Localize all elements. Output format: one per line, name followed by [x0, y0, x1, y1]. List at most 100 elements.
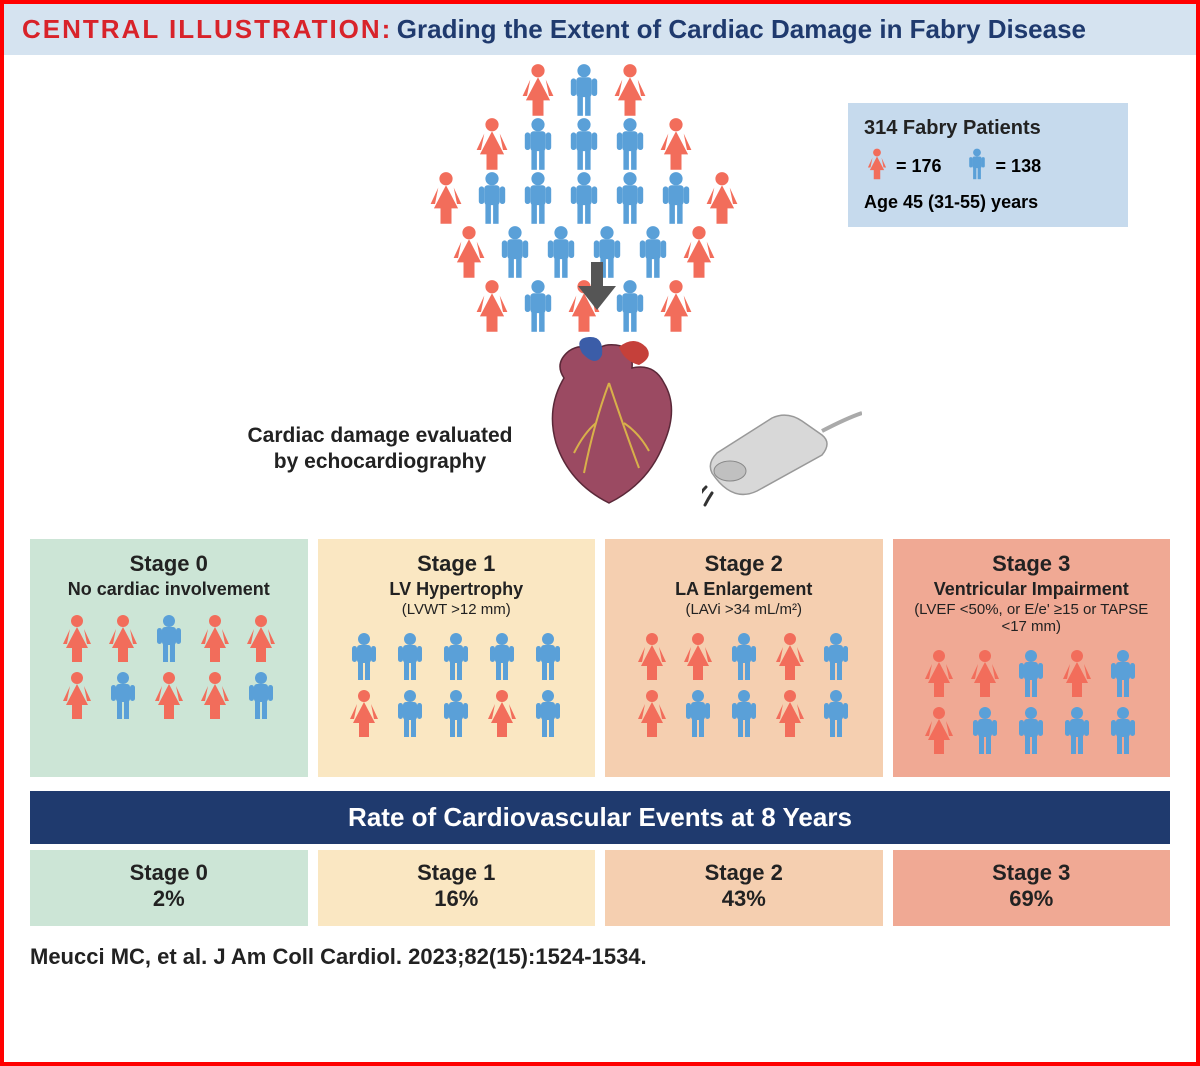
rate-percent: 69%	[893, 886, 1171, 912]
female-icon	[654, 117, 698, 177]
male-icon	[516, 117, 560, 177]
female-icon	[424, 171, 468, 231]
female-icon	[482, 689, 522, 744]
male-icon	[390, 632, 430, 687]
stage-card: Stage 1 LV Hypertrophy(LVWT >12 mm)	[318, 539, 596, 777]
stage-people	[901, 649, 1163, 761]
female-icon	[470, 117, 514, 177]
stage-people	[326, 632, 588, 744]
female-icon	[241, 614, 281, 669]
male-icon	[390, 689, 430, 744]
male-icon	[103, 671, 143, 726]
female-icon	[103, 614, 143, 669]
male-icon	[724, 689, 764, 744]
female-icon	[770, 689, 810, 744]
male-icon	[436, 689, 476, 744]
male-count: = 138	[996, 156, 1042, 177]
male-icon	[528, 689, 568, 744]
female-icon	[195, 614, 235, 669]
stage-people	[613, 632, 875, 744]
female-icon	[965, 649, 1005, 704]
female-count: = 176	[896, 156, 942, 177]
female-icon	[149, 671, 189, 726]
cohort-counts: = 176 = 138	[864, 148, 1112, 186]
heart-label: Cardiac damage evaluated by echocardiogr…	[240, 423, 520, 476]
female-icon	[195, 671, 235, 726]
stage-title: Stage 0	[38, 551, 300, 577]
male-icon	[562, 63, 606, 123]
rate-bar: Rate of Cardiovascular Events at 8 Years	[30, 791, 1170, 844]
rate-cell: Stage 2 43%	[605, 850, 883, 926]
stage-title: Stage 1	[326, 551, 588, 577]
female-icon	[677, 225, 721, 285]
female-icon	[919, 706, 959, 761]
stage-card: Stage 2 LA Enlargement(LAVi >34 mL/m²)	[605, 539, 883, 777]
rate-stage-label: Stage 1	[318, 860, 596, 886]
heart-section: Cardiac damage evaluated by echocardiogr…	[4, 323, 1196, 533]
female-icon	[919, 649, 959, 704]
male-icon	[1011, 706, 1051, 761]
rate-percent: 16%	[318, 886, 596, 912]
stage-card: Stage 3 Ventricular Impairment(LVEF <50%…	[893, 539, 1171, 777]
stage-subtitle: LA Enlargement	[613, 579, 875, 600]
rate-cell: Stage 0 2%	[30, 850, 308, 926]
rate-cells-row: Stage 0 2%Stage 1 16%Stage 2 43%Stage 3 …	[4, 850, 1196, 926]
rate-percent: 2%	[30, 886, 308, 912]
male-icon	[562, 171, 606, 231]
female-icon	[678, 632, 718, 687]
stages-row: Stage 0 No cardiac involvement	[4, 539, 1196, 777]
female-icon	[608, 63, 652, 123]
stage-criteria: (LVEF <50%, or E/e' ≥15 or TAPSE <17 mm)	[901, 601, 1163, 635]
male-icon	[493, 225, 537, 285]
female-icon	[632, 689, 672, 744]
stage-criteria: (LAVi >34 mL/m²)	[613, 601, 875, 618]
male-icon	[654, 171, 698, 231]
male-icon	[678, 689, 718, 744]
female-icon	[57, 671, 97, 726]
male-icon	[516, 171, 560, 231]
header-bar: CENTRAL ILLUSTRATION: Grading the Extent…	[4, 4, 1196, 55]
stage-subtitle: Ventricular Impairment	[901, 579, 1163, 600]
male-icon	[562, 117, 606, 177]
rate-stage-label: Stage 3	[893, 860, 1171, 886]
rate-cell: Stage 1 16%	[318, 850, 596, 926]
female-icon	[864, 148, 890, 186]
male-icon	[1057, 706, 1097, 761]
citation: Meucci MC, et al. J Am Coll Cardiol. 202…	[4, 926, 1196, 970]
cohort-info-box: 314 Fabry Patients = 176 = 138 Age 45 (3…	[848, 103, 1128, 227]
male-icon	[1103, 706, 1143, 761]
male-icon	[608, 171, 652, 231]
rate-stage-label: Stage 0	[30, 860, 308, 886]
female-icon	[57, 614, 97, 669]
female-icon	[516, 63, 560, 123]
male-icon	[436, 632, 476, 687]
male-icon	[149, 614, 189, 669]
rate-stage-label: Stage 2	[605, 860, 883, 886]
ultrasound-probe-icon	[702, 393, 862, 518]
cohort-age: Age 45 (31-55) years	[864, 192, 1112, 213]
male-icon	[1011, 649, 1051, 704]
female-icon	[632, 632, 672, 687]
stage-title: Stage 3	[901, 551, 1163, 577]
female-icon	[344, 689, 384, 744]
female-icon	[447, 225, 491, 285]
female-icon	[770, 632, 810, 687]
stage-people	[38, 614, 300, 726]
male-icon	[1103, 649, 1143, 704]
male-icon	[344, 632, 384, 687]
male-icon	[964, 148, 990, 186]
male-icon	[470, 171, 514, 231]
male-icon	[482, 632, 522, 687]
header-label: CENTRAL ILLUSTRATION:	[22, 14, 392, 44]
male-icon	[816, 632, 856, 687]
stage-criteria: (LVWT >12 mm)	[326, 601, 588, 618]
heart-icon	[524, 333, 694, 518]
male-icon	[965, 706, 1005, 761]
rate-cell: Stage 3 69%	[893, 850, 1171, 926]
male-icon	[528, 632, 568, 687]
stage-subtitle: LV Hypertrophy	[326, 579, 588, 600]
illustration-frame: CENTRAL ILLUSTRATION: Grading the Extent…	[0, 0, 1200, 1066]
stage-title: Stage 2	[613, 551, 875, 577]
male-icon	[724, 632, 764, 687]
cohort-total: 314 Fabry Patients	[864, 117, 1112, 140]
